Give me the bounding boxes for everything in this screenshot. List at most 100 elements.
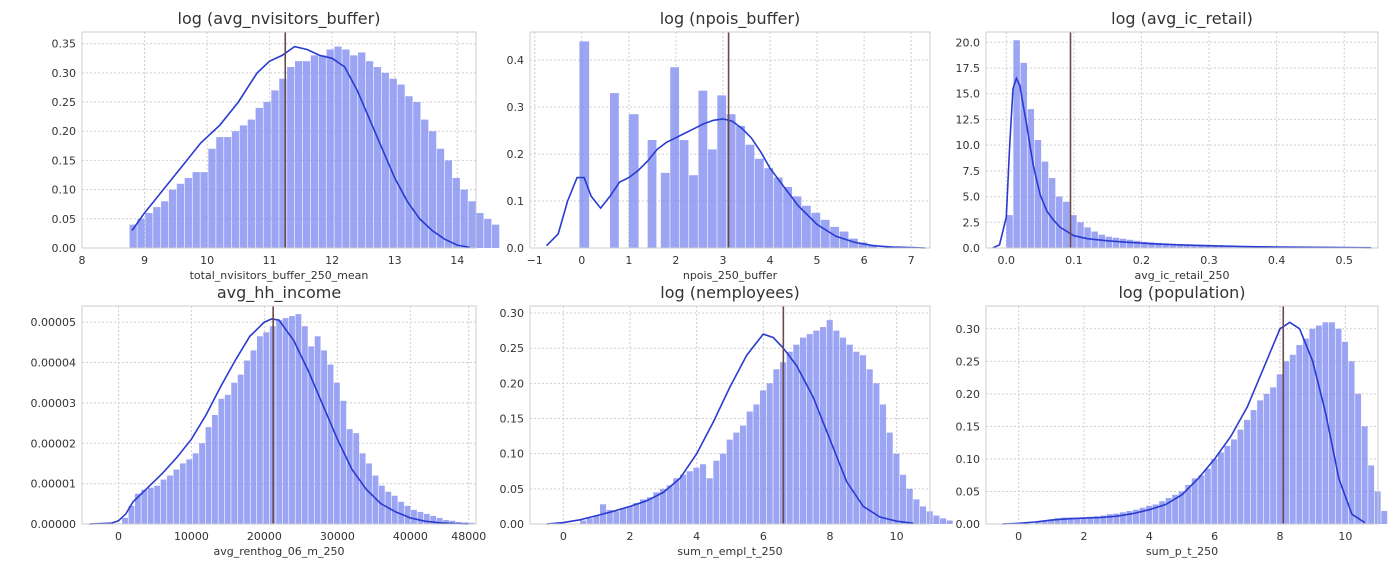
histogram-bar bbox=[726, 114, 736, 248]
histogram-bar bbox=[1077, 222, 1084, 248]
chart-svg-5: log (nemployees) 0.00 0.05 0.10 0.15 0.20 0.25… bbox=[500, 283, 953, 558]
histogram-bar bbox=[764, 168, 774, 248]
histogram-bar bbox=[1063, 201, 1070, 248]
x-tick-label: 0.1 bbox=[1065, 254, 1083, 267]
histogram-bar bbox=[826, 320, 833, 524]
histogram-bar bbox=[1211, 458, 1218, 524]
histogram-bar bbox=[1250, 410, 1257, 524]
histogram-bar bbox=[173, 469, 180, 524]
chart-title: log (avg_ic_retail) bbox=[1111, 9, 1253, 29]
histogram-bar bbox=[334, 382, 340, 524]
histogram-bar bbox=[1342, 341, 1348, 524]
histogram-bar bbox=[866, 369, 873, 524]
histogram-bar bbox=[1191, 478, 1198, 524]
histogram-bar bbox=[867, 244, 877, 248]
histogram-bar bbox=[1231, 439, 1237, 524]
histogram-bar bbox=[1152, 504, 1159, 524]
histogram-bar bbox=[660, 488, 667, 524]
histogram-bar bbox=[318, 55, 326, 249]
histogram-bar bbox=[452, 177, 460, 248]
histogram-bar bbox=[1093, 516, 1100, 524]
y-tick-label: 0.20 bbox=[52, 125, 77, 138]
histogram-bar bbox=[647, 140, 657, 248]
histogram-bar bbox=[793, 344, 800, 524]
chart-title: log (nemployees) bbox=[660, 283, 799, 302]
histogram-bar bbox=[179, 463, 186, 524]
x-tick-label: 13 bbox=[388, 254, 402, 267]
x-tick-label: 8 bbox=[1277, 530, 1284, 543]
x-tick-label: 10 bbox=[200, 254, 214, 267]
x-tick-label: 20000 bbox=[247, 530, 282, 543]
histogram-bar bbox=[256, 336, 263, 524]
y-tick-label: 0.05 bbox=[956, 485, 981, 498]
x-tick-label: 0 bbox=[578, 254, 585, 267]
histogram-bar bbox=[1172, 494, 1179, 524]
histogram-bar bbox=[134, 493, 141, 524]
histogram-bar bbox=[1309, 328, 1316, 524]
x-tick-label: 2 bbox=[1081, 530, 1088, 543]
y-tick-label: 10.0 bbox=[956, 139, 981, 152]
histogram-bar bbox=[720, 453, 727, 524]
y-tick-label: 0.35 bbox=[52, 38, 77, 51]
histogram-bar bbox=[933, 515, 940, 524]
x-axis-label: sum_p_t_250 bbox=[1146, 545, 1218, 558]
plot-frame bbox=[985, 305, 1379, 525]
y-tick-label: 0.00004 bbox=[31, 357, 77, 370]
histogram-bar bbox=[373, 67, 382, 248]
histogram-bar bbox=[122, 517, 128, 524]
histogram-bar bbox=[342, 49, 350, 248]
histogram-bar bbox=[279, 78, 287, 249]
histogram-bar bbox=[1276, 374, 1283, 524]
histogram-bar bbox=[706, 478, 713, 524]
kde-curve bbox=[545, 118, 926, 249]
histogram-bar bbox=[1219, 245, 1226, 248]
histogram-bar bbox=[680, 474, 687, 524]
histogram-bar bbox=[830, 226, 840, 248]
x-axis-label: sum_n_empl_t_250 bbox=[677, 545, 782, 558]
y-tick-label: 0.2 bbox=[507, 148, 525, 161]
plot-frame bbox=[529, 31, 931, 249]
histogram-bar bbox=[1112, 237, 1120, 248]
histogram-bar bbox=[1146, 505, 1152, 524]
histogram-bar bbox=[334, 46, 342, 249]
y-tick-label: 0.05 bbox=[52, 213, 77, 226]
histogram-bar bbox=[1183, 244, 1191, 248]
histogram-bar bbox=[666, 485, 673, 524]
histogram-bar bbox=[613, 511, 620, 524]
histogram-bar bbox=[1212, 245, 1219, 248]
y-tick-label: 0.0 bbox=[507, 242, 525, 255]
histogram-bar bbox=[1105, 236, 1113, 248]
histogram-bar bbox=[1035, 522, 1041, 524]
histogram-bar bbox=[726, 439, 733, 524]
histogram-bar bbox=[1198, 475, 1205, 524]
histogram-bar bbox=[1054, 518, 1061, 524]
y-tick-label: 0.20 bbox=[956, 388, 981, 401]
histogram-bar bbox=[1119, 238, 1127, 248]
x-tick-label: 2 bbox=[672, 254, 679, 267]
chart-panel-3: log (avg_ic_retail) 0.0 2.5 5.0 7.5 10.0 12.5 1… bbox=[932, 0, 1398, 284]
histogram-bar bbox=[1013, 40, 1020, 248]
histogram-bar bbox=[1134, 240, 1141, 248]
histogram-bar bbox=[1289, 354, 1296, 524]
x-tick-label: 0 bbox=[1015, 530, 1022, 543]
histogram-bar bbox=[199, 443, 205, 524]
histogram-bar bbox=[1204, 468, 1211, 524]
histogram-bar bbox=[1204, 245, 1212, 248]
histogram-bar bbox=[1055, 196, 1063, 248]
histogram-bar bbox=[1296, 345, 1303, 524]
histogram-bar bbox=[873, 383, 880, 524]
y-tick-label: 0.1 bbox=[507, 195, 525, 208]
y-tick-label: 0.25 bbox=[52, 96, 77, 109]
x-tick-label: 6 bbox=[861, 254, 868, 267]
histogram-bar bbox=[460, 189, 468, 248]
histogram-bar bbox=[436, 148, 445, 248]
x-tick-label: 10000 bbox=[174, 530, 209, 543]
histogram-bar bbox=[176, 183, 185, 248]
histogram-bar bbox=[579, 41, 590, 249]
histogram-bar bbox=[880, 404, 887, 524]
histogram-bar bbox=[1348, 361, 1355, 524]
y-tick-label: 0.0 bbox=[963, 242, 981, 255]
y-tick-label: 20.0 bbox=[956, 36, 981, 49]
histogram-bar bbox=[1263, 393, 1270, 524]
histogram-bar bbox=[411, 509, 417, 524]
